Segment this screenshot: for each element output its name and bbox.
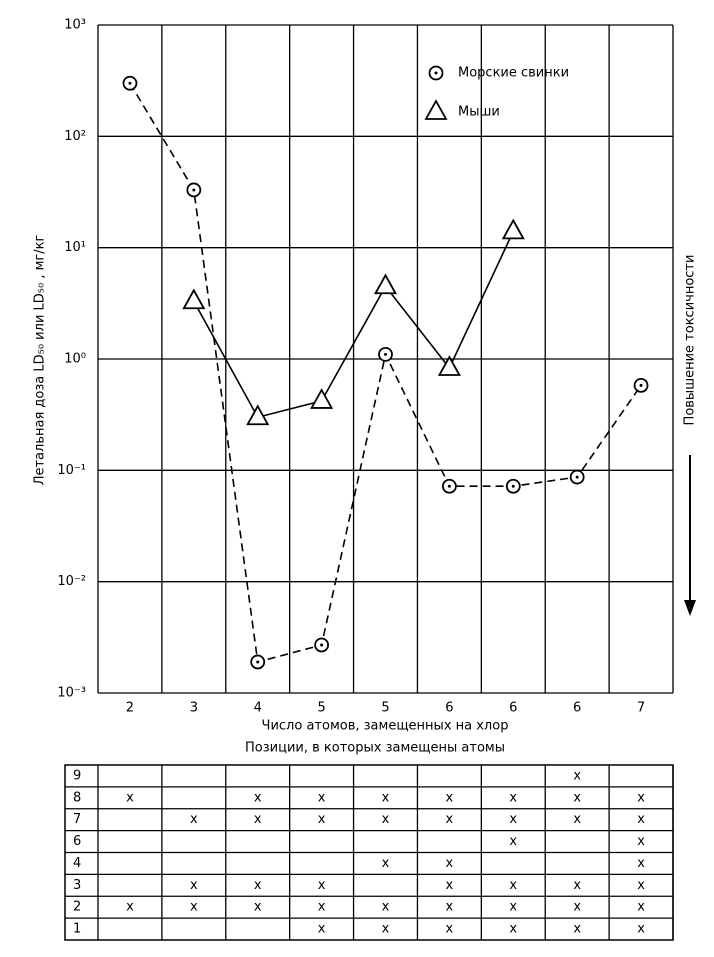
cell-mark: x xyxy=(446,922,454,937)
y-tick-label: 10³ xyxy=(64,18,86,33)
marker xyxy=(310,388,334,409)
marker xyxy=(182,288,206,310)
cell-mark: x xyxy=(382,900,390,915)
legend-label: Мыши xyxy=(458,105,500,120)
row-label: 3 xyxy=(73,878,81,893)
cell-mark: x xyxy=(190,900,198,915)
marker xyxy=(246,404,270,426)
marker-dot xyxy=(128,81,132,85)
x-tick-label: 2 xyxy=(126,701,134,716)
cell-mark: x xyxy=(637,878,645,893)
cell-mark: x xyxy=(446,790,454,805)
marker xyxy=(424,99,448,120)
cell-mark: x xyxy=(637,790,645,805)
row-label: 7 xyxy=(73,812,81,827)
marker-dot xyxy=(434,71,438,75)
series-line xyxy=(129,82,642,663)
y-tick-label: 10⁰ xyxy=(64,352,86,367)
x-tick-label: 5 xyxy=(317,701,325,716)
row-label: 4 xyxy=(73,856,81,871)
cell-mark: x xyxy=(318,878,326,893)
y-axis-label: Летальная доза LD₅₀ или LD₅₀ , мг/кг xyxy=(33,235,48,486)
cell-mark: x xyxy=(126,900,134,915)
cell-mark: x xyxy=(509,834,517,849)
cell-mark: x xyxy=(446,878,454,893)
y-tick-label: 10⁻² xyxy=(57,574,86,589)
cell-mark: x xyxy=(382,922,390,937)
cell-mark: x xyxy=(446,900,454,915)
marker-dot xyxy=(256,660,260,664)
marker xyxy=(437,355,461,376)
y-tick-label: 10¹ xyxy=(64,240,86,255)
marker-dot xyxy=(320,643,324,647)
cell-mark: x xyxy=(509,812,517,827)
x-tick-label: 3 xyxy=(190,701,198,716)
cell-mark: x xyxy=(254,900,262,915)
marker xyxy=(501,218,525,240)
cell-mark: x xyxy=(382,790,390,805)
cell-mark: x xyxy=(573,878,581,893)
series-line xyxy=(193,231,515,419)
cell-mark: x xyxy=(573,790,581,805)
cell-mark: x xyxy=(318,790,326,805)
right-label: Повышение токсичности xyxy=(683,255,698,426)
x-tick-label: 6 xyxy=(445,701,453,716)
cell-mark: x xyxy=(573,900,581,915)
table-title: Позиции, в которых замещены атомы xyxy=(245,741,505,756)
row-label: 8 xyxy=(73,790,81,805)
cell-mark: x xyxy=(446,812,454,827)
cell-mark: x xyxy=(318,922,326,937)
cell-mark: x xyxy=(509,878,517,893)
marker-dot xyxy=(575,475,579,479)
cell-mark: x xyxy=(509,790,517,805)
cell-mark: x xyxy=(637,856,645,871)
row-label: 2 xyxy=(73,900,81,915)
x-tick-label: 7 xyxy=(637,701,645,716)
cell-mark: x xyxy=(190,812,198,827)
cell-mark: x xyxy=(254,812,262,827)
cell-mark: x xyxy=(126,790,134,805)
cell-mark: x xyxy=(637,922,645,937)
cell-mark: x xyxy=(254,878,262,893)
x-axis-label: Число атомов, замещенных на хлор xyxy=(262,719,509,734)
arrow-head xyxy=(684,600,696,616)
cell-mark: x xyxy=(254,790,262,805)
cell-mark: x xyxy=(190,878,198,893)
cell-mark: x xyxy=(573,922,581,937)
cell-mark: x xyxy=(637,834,645,849)
cell-mark: x xyxy=(637,812,645,827)
marker-dot xyxy=(384,352,387,356)
x-tick-label: 5 xyxy=(381,701,389,716)
row-label: 1 xyxy=(73,922,81,937)
marker xyxy=(373,273,398,295)
cell-mark: x xyxy=(318,812,326,827)
cell-mark: x xyxy=(637,900,645,915)
cell-mark: x xyxy=(509,900,517,915)
cell-mark: x xyxy=(382,812,390,827)
x-tick-label: 6 xyxy=(509,701,517,716)
y-tick-label: 10² xyxy=(64,129,86,144)
y-tick-label: 10⁻³ xyxy=(57,686,86,701)
legend-label: Морские свинки xyxy=(458,66,569,81)
cell-mark: x xyxy=(573,812,581,827)
marker-dot xyxy=(511,484,515,488)
row-label: 9 xyxy=(73,768,81,783)
x-tick-label: 6 xyxy=(573,701,581,716)
marker-dot xyxy=(447,484,451,488)
row-label: 6 xyxy=(73,834,81,849)
y-tick-label: 10⁻¹ xyxy=(57,463,86,478)
cell-mark: x xyxy=(573,768,581,783)
cell-mark: x xyxy=(446,856,454,871)
marker-dot xyxy=(192,188,196,192)
marker-dot xyxy=(639,383,643,387)
cell-mark: x xyxy=(509,922,517,937)
cell-mark: x xyxy=(318,900,326,915)
cell-mark: x xyxy=(382,856,390,871)
x-tick-label: 4 xyxy=(254,701,262,716)
